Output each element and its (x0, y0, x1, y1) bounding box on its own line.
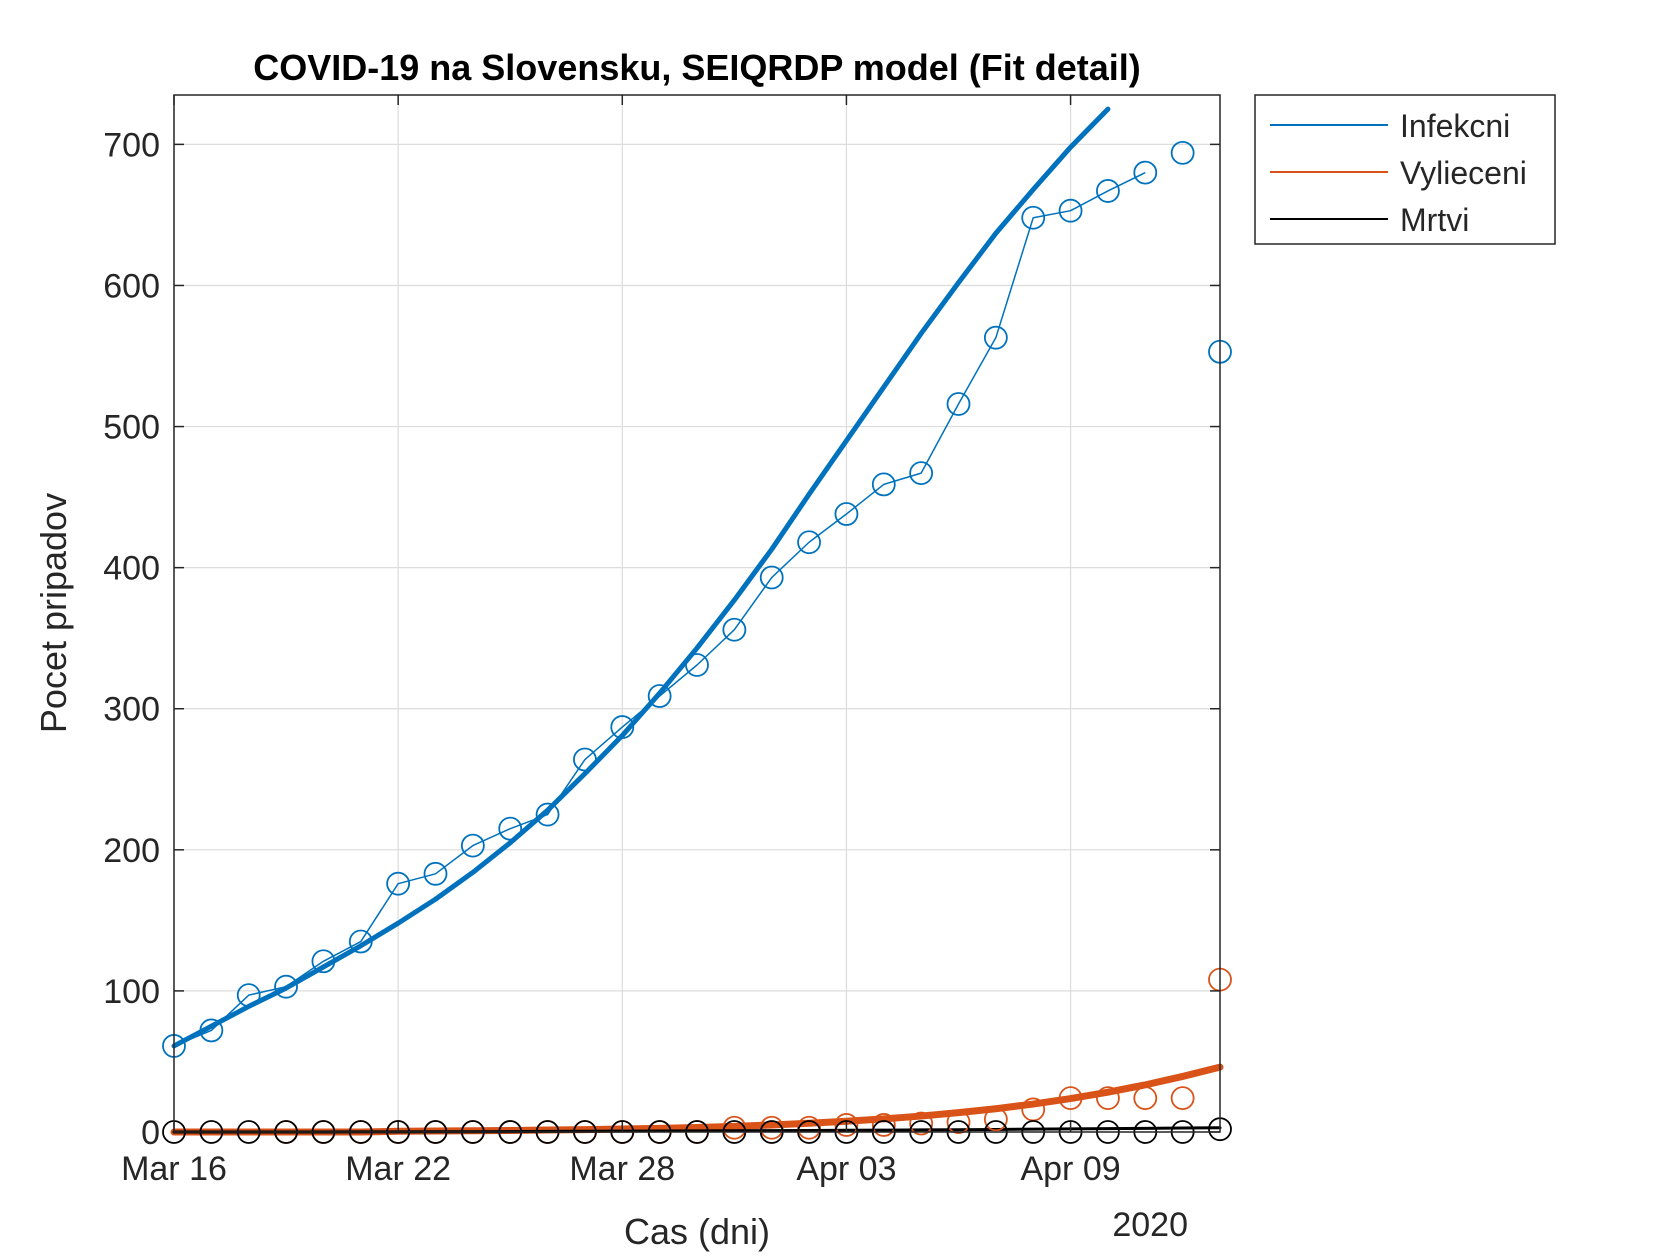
y-tick-label: 100 (103, 973, 160, 1011)
data-point-vylieceni (871, 1113, 896, 1137)
data-point-infekcni (1096, 179, 1120, 203)
data-point-vylieceni (1170, 1086, 1195, 1111)
data-point-infekcni (983, 325, 1008, 350)
data-point-infekcni (348, 929, 373, 954)
data-point-infekcni (610, 715, 635, 739)
x-tick-label: Apr 09 (1020, 1150, 1120, 1188)
data-point-infekcni (722, 617, 747, 642)
y-tick-label: 700 (103, 126, 160, 164)
data-point-infekcni (797, 530, 821, 555)
legend: Infekcni Vylieceni Mrtvi (1254, 94, 1556, 245)
data-point-infekcni (460, 833, 485, 858)
y-tick-label: 300 (103, 691, 160, 729)
fit-curve-infekcni (171, 106, 1111, 1049)
data-point-vylieceni (834, 1113, 859, 1137)
y-tick-label: 600 (103, 267, 160, 305)
data-point-infekcni (1133, 160, 1158, 185)
data-point-infekcni (871, 472, 896, 497)
data-point-vylieceni (946, 1110, 971, 1135)
data-point-infekcni (573, 747, 597, 772)
plot-frame (173, 94, 1221, 1133)
data-point-infekcni (1170, 140, 1195, 165)
data-point-infekcni (386, 871, 411, 896)
data-point-infekcni (647, 684, 672, 708)
data-point-infekcni (311, 949, 336, 974)
data-point-infekcni (834, 502, 859, 526)
data-point-infekcni (274, 974, 298, 999)
data-point-infekcni (759, 565, 784, 590)
x-tick-label: Mar 16 (121, 1150, 227, 1188)
y-tick-label: 400 (103, 550, 160, 588)
data-point-vylieceni (1096, 1086, 1120, 1111)
data-point-infekcni (423, 861, 448, 886)
data-point-infekcni (946, 392, 971, 416)
legend-label-infekcni: Infekcni (1400, 108, 1510, 144)
ticks: 0 100 200 300 400 500 600 700 Mar 16 Mar 22 Mar 28… (103, 95, 1220, 1188)
data-point-infekcni (909, 461, 934, 486)
data-point-infekcni (236, 983, 261, 1008)
y-tick-label: 200 (103, 832, 160, 870)
data-point-vylieceni (909, 1111, 934, 1136)
x-axis-year-label: 2020 (1112, 1206, 1188, 1244)
y-tick-label: 500 (103, 409, 160, 447)
data-point-vylieceni (983, 1107, 1008, 1132)
data-point-infekcni (498, 816, 523, 841)
data-point-vylieceni (1058, 1086, 1083, 1111)
data-point-infekcni (1021, 205, 1046, 230)
y-tick-label: 0 (141, 1114, 160, 1152)
data-point-infekcni (685, 653, 709, 677)
data-point-infekcni (1058, 198, 1083, 223)
legend-label-mrtvi: Mrtvi (1400, 202, 1469, 238)
observed-trace-infekcni (173, 171, 1146, 1047)
data-point-vylieceni (1133, 1086, 1158, 1111)
x-tick-label: Mar 28 (569, 1150, 675, 1188)
grid (173, 95, 1220, 1133)
x-tick-label: Mar 22 (345, 1150, 451, 1188)
y-axis-label: Pocet pripadov (33, 493, 74, 733)
x-tick-label: Apr 03 (796, 1150, 896, 1188)
data-layer (162, 106, 1232, 1144)
data-point-infekcni (199, 1018, 224, 1043)
data-point-infekcni (535, 802, 560, 827)
legend-label-vylieceni: Vylieceni (1400, 155, 1527, 191)
plot-area (174, 95, 1220, 1132)
x-axis-label: Cas (dni) (624, 1211, 770, 1252)
chart-title: COVID-19 na Slovensku, SEIQRDP model (Fi… (253, 47, 1141, 88)
